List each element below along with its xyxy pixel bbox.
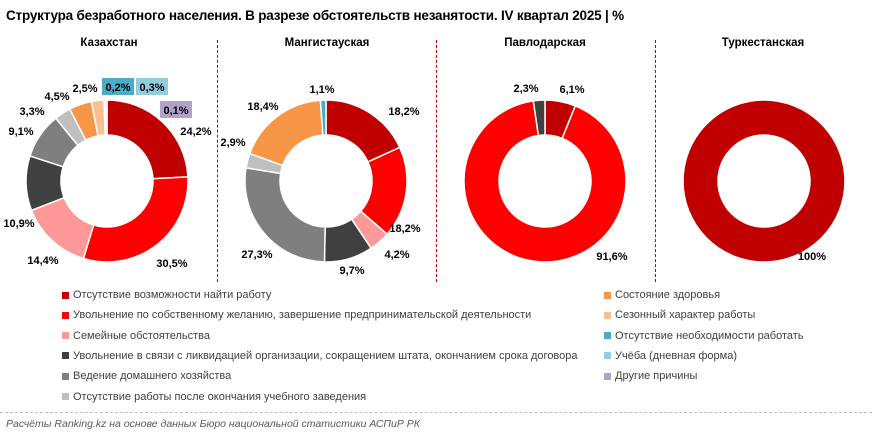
legend-item: Семейные обстоятельства: [62, 330, 210, 342]
legend-item: Учёба (дневная форма): [604, 350, 737, 362]
legend-item: Отсутствие возможности найти работу: [62, 289, 271, 301]
donut-slice: [105, 99, 108, 136]
data-label-box: [102, 78, 134, 95]
separator: [217, 40, 218, 282]
legend-swatch: [604, 352, 611, 360]
footer-source: Расчёты Ranking.kz на основе данных Бюро…: [6, 418, 420, 430]
legend-item: Ведение домашнего хозяйства: [62, 370, 231, 382]
donut-slice: [244, 166, 326, 263]
legend-item: Увольнение по собственному желанию, заве…: [62, 309, 531, 321]
chart-title: Структура безработного населения. В разр…: [6, 8, 624, 23]
legend-swatch: [604, 372, 611, 380]
donut-slice: [82, 176, 189, 263]
legend-label: Ведение домашнего хозяйства: [73, 370, 232, 383]
legend-label: Другие причины: [615, 370, 698, 383]
legend-label: Сезонный характер работы: [615, 309, 756, 322]
legend-label: Отсутствие необходимости работать: [615, 329, 804, 342]
data-label: 14,4%: [27, 255, 58, 267]
legend-swatch: [62, 372, 69, 380]
legend-label: Отсутствие работы после окончания учебно…: [73, 390, 367, 403]
data-label: 3,3%: [19, 106, 44, 118]
legend-swatch: [604, 291, 611, 299]
donut-title-kazakhstan: Казахстан: [80, 37, 138, 49]
data-label: 2,3%: [513, 83, 538, 95]
legend-item: Отсутствие необходимости работать: [604, 330, 804, 342]
legend-label: Состояние здоровья: [615, 289, 721, 301]
data-label: 18,2%: [388, 106, 419, 118]
footer-divider: [0, 412, 872, 413]
legend-label: Семейные обстоятельства: [73, 329, 211, 342]
data-label-box: [136, 78, 168, 95]
data-label: 0,3%: [139, 82, 164, 94]
donut-title-pavlodar: Павлодарская: [504, 37, 586, 49]
donut-title-mangistau: Мангистауская: [284, 37, 370, 49]
data-label: 6,1%: [559, 84, 584, 96]
legend-swatch: [62, 311, 69, 319]
legend-label: Учёба (дневная форма): [615, 349, 738, 362]
data-label: 0,1%: [163, 105, 188, 117]
donut-slice: [319, 99, 327, 136]
data-label: 4,5%: [44, 91, 69, 103]
legend-item: Другие причины: [604, 370, 697, 382]
data-label: 24,2%: [180, 126, 211, 138]
donut-slice: [463, 99, 627, 263]
legend-item: Увольнение в связи с ликвидацией организ…: [62, 350, 578, 362]
data-label: 18,2%: [389, 223, 420, 235]
data-label: 2,9%: [220, 137, 245, 149]
legend-swatch: [62, 291, 69, 299]
legend-label: Увольнение в связи с ликвидацией организ…: [73, 349, 578, 362]
legend-swatch: [604, 332, 611, 340]
data-label: 1,1%: [309, 84, 334, 96]
data-label-box: [160, 101, 192, 118]
data-label: 9,7%: [339, 265, 364, 277]
data-label: 30,5%: [156, 258, 187, 270]
data-label: 10,9%: [3, 218, 34, 230]
data-label: 100%: [798, 251, 826, 263]
legend-label: Увольнение по собственному желанию, заве…: [73, 309, 532, 322]
legend-label: Отсутствие возможности найти работу: [73, 289, 272, 301]
donut-charts: 24,2% 30,5% 14,4% 10,9% 9,1% 3,3%4,5%2,5% 0,2%…: [3, 78, 846, 277]
data-label: 4,2%: [384, 249, 409, 261]
separator: [655, 40, 656, 282]
donut-title-turkestan: Туркестанская: [721, 37, 805, 49]
data-label: 18,4%: [247, 101, 278, 113]
legend-item: Отсутствие работы после окончания учебно…: [62, 391, 366, 403]
legend-swatch: [62, 393, 69, 400]
data-label: 27,3%: [241, 249, 272, 261]
data-label: 0,2%: [105, 82, 130, 94]
separator: [436, 40, 437, 282]
legend-swatch: [62, 352, 69, 360]
donut-slice: [682, 99, 846, 263]
data-label: 9,1%: [8, 126, 33, 138]
data-label: 2,5%: [72, 83, 97, 95]
legend-swatch: [604, 311, 611, 319]
data-label: 91,6%: [596, 251, 627, 263]
legend-item: Состояние здоровья: [604, 289, 720, 301]
legend-item: Сезонный характер работы: [604, 309, 755, 321]
donut-slice: [532, 99, 546, 137]
legend-swatch: [62, 332, 69, 340]
